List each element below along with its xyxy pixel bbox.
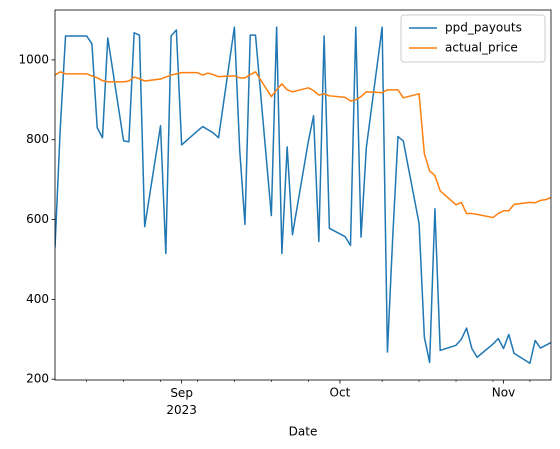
legend-label: ppd_payouts bbox=[445, 21, 522, 35]
y-tick-label: 600 bbox=[26, 212, 49, 226]
legend-label: actual_price bbox=[445, 41, 518, 55]
y-tick-label: 1000 bbox=[18, 52, 49, 66]
data-line bbox=[55, 26, 551, 364]
axes-frame bbox=[54, 9, 552, 381]
x-tick-label: Sep 2023 bbox=[166, 386, 197, 417]
data-line bbox=[55, 71, 551, 219]
x-tick-label: Oct bbox=[330, 386, 351, 400]
y-tick-label: 400 bbox=[26, 292, 49, 306]
plot-area bbox=[55, 26, 551, 364]
y-tick-label: 200 bbox=[26, 372, 49, 386]
x-tick-label: Nov bbox=[492, 386, 515, 400]
legend-box bbox=[400, 14, 546, 63]
x-axis-label: Date bbox=[289, 425, 318, 439]
y-tick-label: 800 bbox=[26, 132, 49, 146]
